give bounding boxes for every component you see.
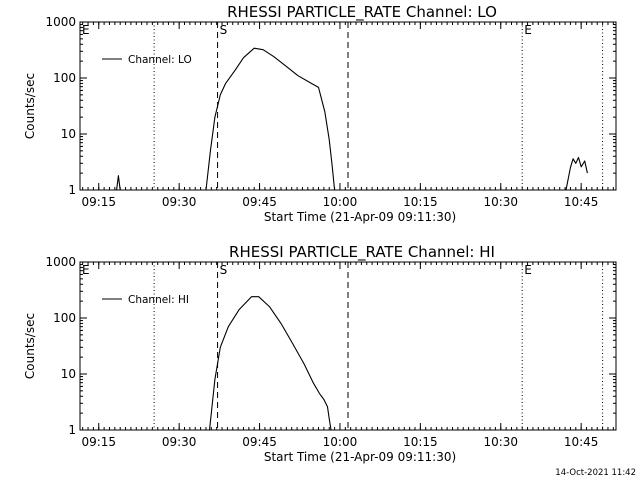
legend-entry: Channel: HI — [128, 294, 189, 306]
time-marker-label: E — [82, 23, 90, 37]
y-tick-label: 1 — [68, 423, 76, 437]
time-marker-label: E — [524, 263, 532, 277]
series-line-segment — [208, 296, 332, 431]
series-line-segment — [565, 156, 588, 191]
x-tick-label: 09:45 — [242, 435, 277, 449]
x-tick-label: 10:15 — [403, 195, 438, 209]
y-tick-label: 1 — [68, 183, 76, 197]
x-tick-label: 10:15 — [403, 435, 438, 449]
y-axis-label: Counts/sec — [23, 313, 37, 379]
x-tick-label: 10:30 — [483, 195, 518, 209]
chart-panel-lo: RHESSI PARTICLE_RATE Channel: LO 1 10 100 10… — [23, 3, 617, 224]
chart-title: RHESSI PARTICLE_RATE Channel: HI — [229, 243, 495, 262]
y-tick-label: 10 — [61, 127, 76, 141]
x-tick-label: 10:00 — [323, 435, 358, 449]
time-marker-label: E — [524, 23, 532, 37]
y-axis-label: Counts/sec — [23, 73, 37, 139]
y-tick-label: 100 — [53, 71, 76, 85]
time-marker-label: S — [220, 263, 228, 277]
time-marker-label: S — [220, 23, 228, 37]
x-tick-label: 10:30 — [483, 435, 518, 449]
x-tick-label: 09:15 — [81, 195, 116, 209]
x-tick-label: 10:45 — [564, 435, 599, 449]
chart-panel-hi: RHESSI PARTICLE_RATE Channel: HI 1 10 100 10… — [23, 243, 617, 464]
series-line-segment — [116, 175, 121, 191]
x-tick-label: 10:00 — [323, 195, 358, 209]
y-tick-label: 1000 — [45, 15, 76, 29]
x-tick-label: 09:30 — [162, 435, 197, 449]
time-marker-label: E — [82, 263, 90, 277]
legend-entry: Channel: LO — [128, 54, 192, 66]
footer-timestamp: 14-Oct-2021 11:42 — [555, 468, 636, 478]
x-axis-label: Start Time (21-Apr-09 09:11:30) — [264, 210, 456, 224]
x-tick-label: 09:45 — [242, 195, 277, 209]
x-tick-label: 09:15 — [81, 435, 116, 449]
series-line-segment — [205, 47, 336, 191]
x-axis-label: Start Time (21-Apr-09 09:11:30) — [264, 450, 456, 464]
y-tick-label: 100 — [53, 311, 76, 325]
x-tick-label: 09:30 — [162, 195, 197, 209]
y-tick-label: 10 — [61, 367, 76, 381]
x-tick-label: 10:45 — [564, 195, 599, 209]
y-tick-label: 1000 — [45, 255, 76, 269]
chart-title: RHESSI PARTICLE_RATE Channel: LO — [227, 3, 497, 22]
